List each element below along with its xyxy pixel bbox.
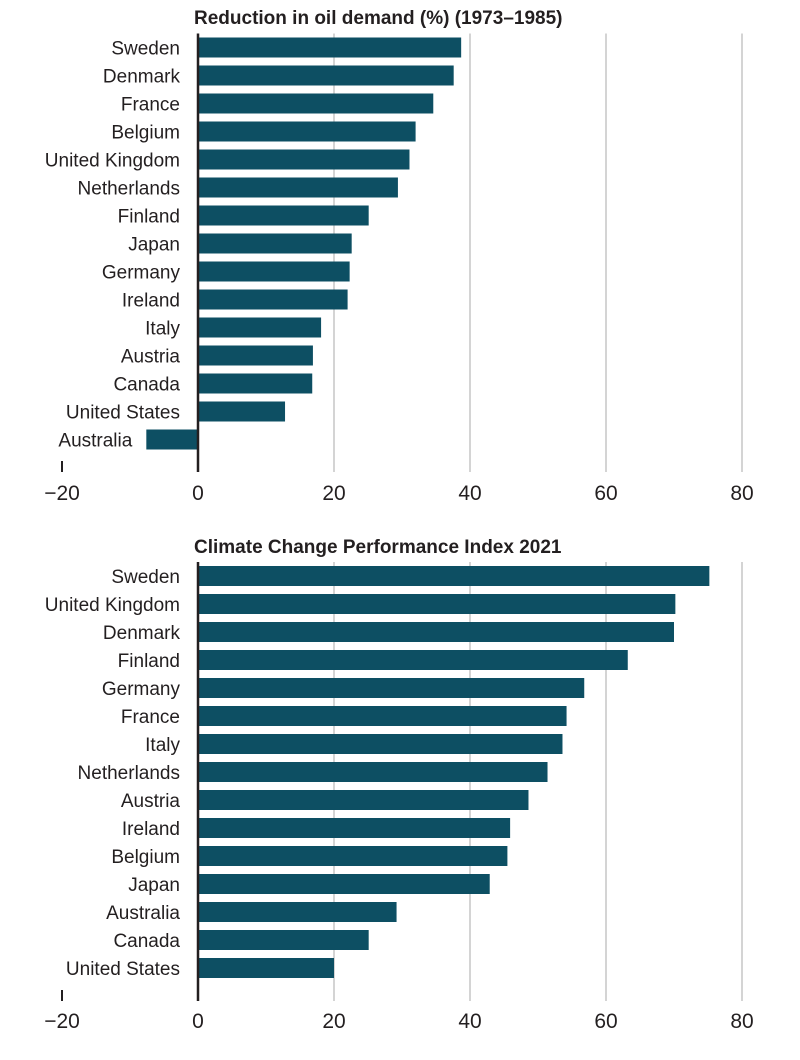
bar-sweden — [198, 566, 710, 586]
category-label: Canada — [113, 375, 180, 396]
category-label: Belgium — [111, 847, 180, 868]
x-tick-label: −20 — [44, 1010, 80, 1033]
category-label: Austria — [121, 347, 181, 368]
category-label: Netherlands — [78, 179, 180, 200]
category-label: Japan — [128, 235, 180, 256]
category-label: Japan — [128, 875, 180, 896]
category-label: Finland — [118, 207, 180, 228]
bar-finland — [198, 205, 369, 226]
bar-united-states — [198, 401, 286, 422]
bar-belgium — [198, 846, 508, 866]
bar-canada — [198, 930, 369, 950]
bar-belgium — [198, 121, 416, 142]
category-label: United Kingdom — [45, 595, 180, 616]
bar-canada — [198, 373, 313, 394]
x-tick-label: 80 — [730, 1010, 753, 1033]
bar-ireland — [198, 289, 348, 310]
category-label: Denmark — [103, 623, 181, 644]
bar-australia — [146, 429, 198, 450]
bar-japan — [198, 874, 490, 894]
x-tick-label: 0 — [192, 482, 204, 505]
category-label: Italy — [145, 735, 180, 756]
chart-2: Climate Change Performance Index 2021 Swe… — [44, 537, 753, 1033]
category-label: Ireland — [122, 819, 180, 840]
bar-denmark — [198, 65, 454, 86]
category-label: United States — [66, 959, 180, 980]
chart-1: Reduction in oil demand (%) (1973–1985) S… — [44, 8, 753, 505]
category-label: United Kingdom — [45, 151, 180, 172]
category-label: Finland — [118, 651, 180, 672]
category-label: Austria — [121, 791, 181, 812]
x-tick-label: 60 — [594, 482, 617, 505]
bar-japan — [198, 233, 352, 254]
x-tick-label: 80 — [730, 482, 753, 505]
category-label: Canada — [113, 931, 180, 952]
category-label: Sweden — [111, 39, 180, 60]
bar-italy — [198, 317, 322, 338]
category-label: Germany — [102, 263, 181, 284]
bar-united-kingdom — [198, 594, 676, 614]
x-tick-label: 60 — [594, 1010, 617, 1033]
bar-austria — [198, 790, 529, 810]
bar-ireland — [198, 818, 511, 838]
bar-italy — [198, 734, 563, 754]
bar-france — [198, 93, 434, 114]
chart-title: Reduction in oil demand (%) (1973–1985) — [194, 8, 562, 29]
category-label: Denmark — [103, 67, 181, 88]
bar-sweden — [198, 37, 462, 58]
category-label: Ireland — [122, 291, 180, 312]
bar-australia — [198, 902, 397, 922]
category-label: Netherlands — [78, 763, 180, 784]
bar-finland — [198, 650, 628, 670]
bar-united-states — [198, 958, 334, 978]
bar-netherlands — [198, 177, 398, 198]
category-label: France — [121, 95, 180, 116]
category-label: Sweden — [111, 567, 180, 588]
bar-netherlands — [198, 762, 548, 782]
category-label: United States — [66, 403, 180, 424]
x-tick-label: 20 — [322, 1010, 345, 1033]
bar-germany — [198, 261, 350, 282]
bar-denmark — [198, 622, 674, 642]
category-label: Australia — [106, 903, 180, 924]
category-label: Germany — [102, 679, 181, 700]
x-tick-label: 40 — [458, 1010, 481, 1033]
chart-title: Climate Change Performance Index 2021 — [194, 537, 562, 558]
bar-austria — [198, 345, 313, 366]
bar-germany — [198, 678, 585, 698]
bar-united-kingdom — [198, 149, 410, 170]
category-label: Belgium — [111, 123, 180, 144]
category-label: France — [121, 707, 180, 728]
x-tick-label: 40 — [458, 482, 481, 505]
bar-france — [198, 706, 567, 726]
category-label: Australia — [58, 431, 132, 452]
x-tick-label: −20 — [44, 482, 80, 505]
category-label: Italy — [145, 319, 180, 340]
x-tick-label: 20 — [322, 482, 345, 505]
x-tick-label: 0 — [192, 1010, 204, 1033]
